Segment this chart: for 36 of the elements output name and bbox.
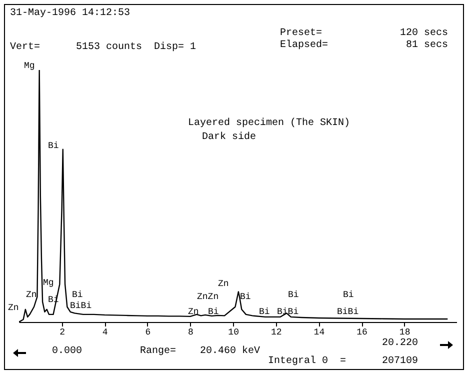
annotation: Bi	[240, 292, 251, 302]
x-tick-label: 2	[60, 328, 66, 338]
annotation: Dark side	[202, 132, 256, 143]
annotation: Bi	[288, 290, 299, 300]
annotation: ZnZn	[197, 292, 219, 302]
x-tick-label: 14	[314, 328, 325, 338]
x-tick-label: 8	[188, 328, 194, 338]
text: 0.000	[52, 346, 82, 357]
annotation: Mg	[24, 61, 35, 71]
text: Preset= 120 secs	[280, 28, 448, 39]
annotation: BiBi	[337, 307, 359, 317]
text: 20.220	[382, 338, 418, 349]
annotation: BiBi	[277, 307, 299, 317]
annotation: Mg	[43, 278, 54, 288]
x-tick-label: 6	[145, 328, 151, 338]
x-tick-label: 18	[399, 328, 410, 338]
text: Vert= 5153 counts Disp= 1	[10, 42, 196, 53]
annotation: Bi	[208, 307, 219, 317]
annotation: Bi	[48, 141, 59, 151]
annotation: BiBi	[70, 301, 92, 311]
x-tick-label: 10	[228, 328, 239, 338]
text: Zn	[8, 303, 19, 313]
x-tick-label: 16	[356, 328, 368, 338]
text: Integral 0 = 207109	[268, 356, 418, 367]
annotation: Zn	[26, 290, 37, 300]
annotation: Layered specimen (The SKIN)	[188, 118, 350, 129]
annotation: Bi	[259, 307, 270, 317]
x-tick-label: 4	[102, 328, 108, 338]
text: 31-May-1996 14:12:53	[10, 8, 130, 19]
annotation: Zn	[188, 307, 199, 317]
text: Range= 20.460 keV	[140, 346, 260, 357]
annotation: Zn	[218, 279, 229, 289]
text: Elapsed= 81 secs	[280, 40, 448, 51]
annotation: Bi	[72, 290, 83, 300]
x-tick-label: 12	[270, 328, 282, 338]
annotation: Bi	[343, 290, 354, 300]
